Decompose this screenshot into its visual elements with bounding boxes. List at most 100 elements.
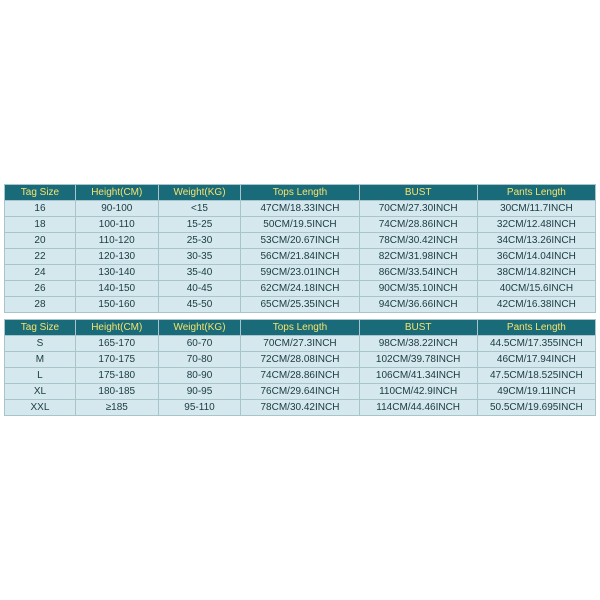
cell-height: 120-130 [75, 249, 158, 265]
table-row: S165-17060-7070CM/27.3INCH98CM/38.22INCH… [5, 336, 596, 352]
cell-pants: 44.5CM/17.355INCH [477, 336, 595, 352]
cell-bust: 98CM/38.22INCH [359, 336, 477, 352]
cell-bust: 78CM/30.42INCH [359, 233, 477, 249]
cell-pants: 47.5CM/18.525INCH [477, 368, 595, 384]
cell-tops: 76CM/29.64INCH [241, 384, 359, 400]
col-header-bust: BUST [359, 320, 477, 336]
cell-pants: 32CM/12.48INCH [477, 217, 595, 233]
cell-height: 165-170 [75, 336, 158, 352]
cell-tag: 28 [5, 297, 76, 313]
size-tables-wrapper: Tag Size Height(CM) Weight(KG) Tops Leng… [4, 184, 596, 416]
col-header-pants: Pants Length [477, 320, 595, 336]
table-row: 1690-100<1547CM/18.33INCH70CM/27.30INCH3… [5, 201, 596, 217]
cell-weight: <15 [158, 201, 241, 217]
table-row: 26140-15040-4562CM/24.18INCH90CM/35.10IN… [5, 281, 596, 297]
adult-header-row: Tag Size Height(CM) Weight(KG) Tops Leng… [5, 320, 596, 336]
cell-tops: 62CM/24.18INCH [241, 281, 359, 297]
cell-tag: 22 [5, 249, 76, 265]
table-row: 22120-13030-3556CM/21.84INCH82CM/31.98IN… [5, 249, 596, 265]
table-row: XL180-18590-9576CM/29.64INCH110CM/42.9IN… [5, 384, 596, 400]
col-header-height: Height(CM) [75, 185, 158, 201]
cell-tops: 50CM/19.5INCH [241, 217, 359, 233]
cell-weight: 90-95 [158, 384, 241, 400]
cell-pants: 46CM/17.94INCH [477, 352, 595, 368]
table-row: 24130-14035-4059CM/23.01INCH86CM/33.54IN… [5, 265, 596, 281]
col-header-height: Height(CM) [75, 320, 158, 336]
cell-weight: 60-70 [158, 336, 241, 352]
cell-tops: 47CM/18.33INCH [241, 201, 359, 217]
cell-weight: 35-40 [158, 265, 241, 281]
table-row: L175-18080-9074CM/28.86INCH106CM/41.34IN… [5, 368, 596, 384]
table-row: XXL≥18595-11078CM/30.42INCH114CM/44.46IN… [5, 400, 596, 416]
cell-tops: 59CM/23.01INCH [241, 265, 359, 281]
cell-height: 90-100 [75, 201, 158, 217]
cell-tops: 65CM/25.35INCH [241, 297, 359, 313]
cell-weight: 30-35 [158, 249, 241, 265]
cell-weight: 95-110 [158, 400, 241, 416]
cell-tag: 24 [5, 265, 76, 281]
cell-height: 140-150 [75, 281, 158, 297]
cell-pants: 40CM/15.6INCH [477, 281, 595, 297]
table-row: M170-17570-8072CM/28.08INCH102CM/39.78IN… [5, 352, 596, 368]
kids-table-body: 1690-100<1547CM/18.33INCH70CM/27.30INCH3… [5, 201, 596, 313]
cell-tops: 53CM/20.67INCH [241, 233, 359, 249]
cell-bust: 110CM/42.9INCH [359, 384, 477, 400]
kids-header-row: Tag Size Height(CM) Weight(KG) Tops Leng… [5, 185, 596, 201]
table-row: 20110-12025-3053CM/20.67INCH78CM/30.42IN… [5, 233, 596, 249]
cell-weight: 80-90 [158, 368, 241, 384]
cell-bust: 90CM/35.10INCH [359, 281, 477, 297]
col-header-pants: Pants Length [477, 185, 595, 201]
adult-table-body: S165-17060-7070CM/27.3INCH98CM/38.22INCH… [5, 336, 596, 416]
cell-tag: S [5, 336, 76, 352]
cell-height: 110-120 [75, 233, 158, 249]
cell-tops: 70CM/27.3INCH [241, 336, 359, 352]
col-header-tops: Tops Length [241, 185, 359, 201]
cell-tag: L [5, 368, 76, 384]
cell-height: 100-110 [75, 217, 158, 233]
cell-tag: 26 [5, 281, 76, 297]
cell-height: 180-185 [75, 384, 158, 400]
col-header-tops: Tops Length [241, 320, 359, 336]
cell-height: 130-140 [75, 265, 158, 281]
cell-height: 170-175 [75, 352, 158, 368]
cell-pants: 36CM/14.04INCH [477, 249, 595, 265]
cell-pants: 50.5CM/19.695INCH [477, 400, 595, 416]
cell-pants: 49CM/19.11INCH [477, 384, 595, 400]
cell-pants: 42CM/16.38INCH [477, 297, 595, 313]
cell-weight: 25-30 [158, 233, 241, 249]
cell-tag: 18 [5, 217, 76, 233]
cell-tops: 78CM/30.42INCH [241, 400, 359, 416]
cell-tag: XL [5, 384, 76, 400]
col-header-tag: Tag Size [5, 185, 76, 201]
col-header-bust: BUST [359, 185, 477, 201]
cell-pants: 30CM/11.7INCH [477, 201, 595, 217]
cell-bust: 114CM/44.46INCH [359, 400, 477, 416]
cell-pants: 38CM/14.82INCH [477, 265, 595, 281]
cell-bust: 86CM/33.54INCH [359, 265, 477, 281]
cell-bust: 74CM/28.86INCH [359, 217, 477, 233]
table-row: 28150-16045-5065CM/25.35INCH94CM/36.66IN… [5, 297, 596, 313]
cell-weight: 40-45 [158, 281, 241, 297]
col-header-weight: Weight(KG) [158, 320, 241, 336]
table-row: 18100-11015-2550CM/19.5INCH74CM/28.86INC… [5, 217, 596, 233]
cell-weight: 70-80 [158, 352, 241, 368]
col-header-tag: Tag Size [5, 320, 76, 336]
cell-bust: 94CM/36.66INCH [359, 297, 477, 313]
cell-bust: 102CM/39.78INCH [359, 352, 477, 368]
cell-bust: 106CM/41.34INCH [359, 368, 477, 384]
cell-bust: 82CM/31.98INCH [359, 249, 477, 265]
cell-tag: XXL [5, 400, 76, 416]
cell-tag: 20 [5, 233, 76, 249]
cell-tag: 16 [5, 201, 76, 217]
col-header-weight: Weight(KG) [158, 185, 241, 201]
cell-weight: 15-25 [158, 217, 241, 233]
cell-tag: M [5, 352, 76, 368]
cell-height: ≥185 [75, 400, 158, 416]
cell-height: 150-160 [75, 297, 158, 313]
cell-weight: 45-50 [158, 297, 241, 313]
cell-pants: 34CM/13.26INCH [477, 233, 595, 249]
cell-bust: 70CM/27.30INCH [359, 201, 477, 217]
adult-size-table: Tag Size Height(CM) Weight(KG) Tops Leng… [4, 319, 596, 416]
cell-tops: 72CM/28.08INCH [241, 352, 359, 368]
cell-height: 175-180 [75, 368, 158, 384]
